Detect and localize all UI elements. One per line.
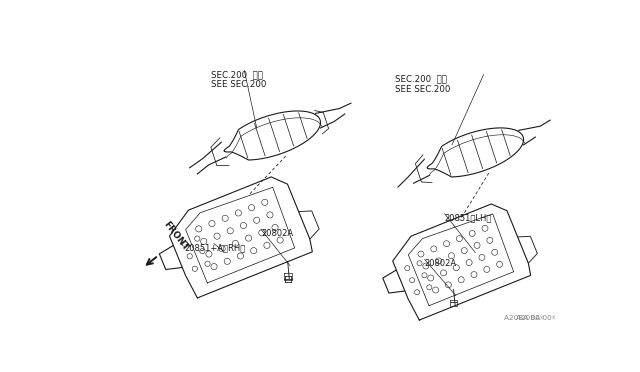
Text: A20BA 00☓: A20BA 00☓ (516, 315, 556, 321)
Text: FRONT: FRONT (161, 219, 190, 252)
Text: SEC.200  参照: SEC.200 参照 (395, 75, 447, 84)
Text: A20BA 00☓: A20BA 00☓ (504, 315, 544, 321)
Text: 20802A: 20802A (425, 260, 457, 269)
Text: 20851+A（RH）: 20851+A（RH） (184, 244, 245, 253)
Text: SEE SEC.200: SEE SEC.200 (211, 80, 267, 89)
Text: 20851（LH）: 20851（LH） (445, 214, 492, 222)
Text: 20802A: 20802A (261, 230, 293, 238)
Text: SEE SEC.200: SEE SEC.200 (395, 85, 451, 94)
Text: SEC.200  参照: SEC.200 参照 (211, 70, 263, 79)
